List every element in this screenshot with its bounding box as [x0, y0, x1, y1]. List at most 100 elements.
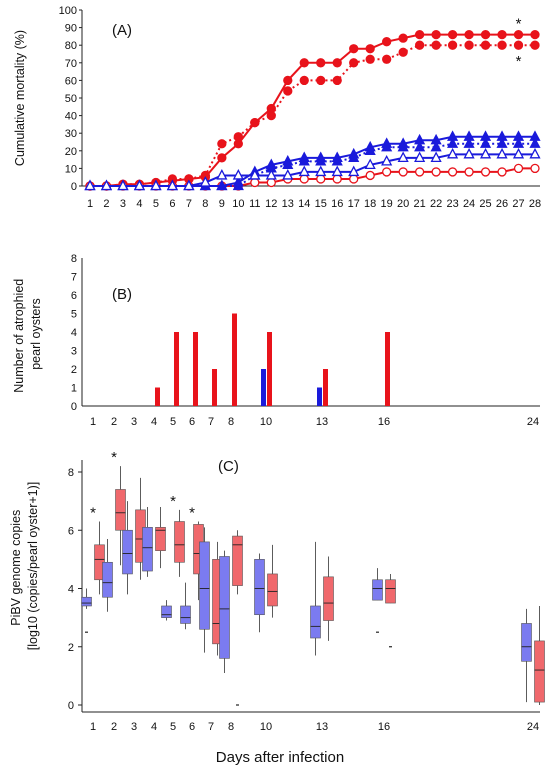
b-bar — [317, 387, 322, 406]
b-y-tick-label: 1 — [71, 383, 77, 395]
a-data-point — [479, 137, 492, 148]
a-data-point — [315, 154, 327, 166]
c-box-blue — [372, 579, 383, 601]
a-data-point — [364, 158, 376, 170]
a-y-tick-label: 40 — [65, 111, 77, 123]
a-data-point — [529, 147, 541, 159]
c-y-axis-label-line2: [log10 (copies/pearl oyster+1)] — [26, 482, 40, 651]
a-data-point — [530, 29, 540, 40]
a-x-tick-label: 7 — [186, 198, 192, 210]
panel-b-label: (B) — [112, 286, 132, 303]
c-x-tick-label: 2 — [111, 721, 117, 733]
a-x-tick-label: 25 — [479, 198, 491, 210]
a-data-point — [479, 147, 492, 159]
a-data-point — [365, 44, 375, 54]
b-y-tick-label: 8 — [71, 253, 77, 265]
c-y-tick-labels: 0 2 4 6 8 — [68, 467, 74, 712]
c-box-group-day-10 — [254, 544, 278, 633]
c-y-tick-label: 2 — [68, 642, 74, 654]
a-data-point — [430, 140, 442, 152]
b-x-tick-label: 2 — [111, 416, 117, 428]
a-data-point — [414, 40, 425, 50]
c-x-tick-label: 1 — [90, 721, 96, 733]
c-significance-star: * — [90, 505, 96, 522]
a-data-point — [331, 154, 343, 166]
a-y-axis-label: Cumulative mortality (%) — [13, 30, 27, 166]
c-x-tick-label: 10 — [260, 721, 272, 733]
a-y-tick-labels: 0 10 20 30 40 50 60 70 80 90 100 — [59, 5, 77, 193]
c-significance-star: * — [170, 493, 176, 510]
a-y-tick-label: 0 — [71, 181, 77, 193]
c-y-axis-label: PiBV genome copies [log10 (copies/pearl … — [9, 482, 40, 651]
a-data-point — [150, 179, 162, 191]
a-data-point — [348, 165, 360, 177]
a-data-point — [133, 179, 146, 191]
a-data-point — [463, 137, 475, 148]
b-x-tick-label: 3 — [131, 416, 137, 428]
a-data-point — [414, 151, 426, 162]
a-data-point — [315, 165, 327, 177]
a-data-point — [282, 169, 294, 180]
a-data-point — [497, 40, 507, 50]
a-data-point — [382, 167, 392, 177]
a-data-point — [447, 137, 459, 148]
a-data-point — [183, 179, 195, 191]
c-box-red — [155, 527, 166, 551]
b-x-tick-label: 4 — [151, 416, 157, 428]
a-x-tick-label: 21 — [414, 198, 426, 210]
b-x-tick-label: 13 — [316, 416, 328, 428]
a-data-point — [382, 54, 392, 64]
b-x-tick-label: 7 — [208, 416, 214, 428]
a-significance-star-bottom: * — [516, 53, 522, 70]
a-data-point — [431, 40, 441, 50]
c-y-tick-label: 0 — [68, 700, 74, 712]
a-data-point — [431, 167, 441, 177]
a-data-point — [332, 174, 342, 184]
a-data-point — [250, 117, 260, 128]
b-x-tick-labels: 1 2 3 4 5 6 7 8 10 13 16 24 — [90, 416, 539, 428]
panel-c-label: (C) — [218, 458, 239, 475]
a-data-point — [398, 33, 408, 43]
a-data-point — [216, 169, 228, 180]
b-y-axis-label-line1: Number of atrophied — [12, 279, 26, 393]
a-data-point — [365, 54, 375, 64]
a-data-point — [232, 169, 244, 180]
c-x-tick-label: 7 — [208, 721, 214, 733]
a-data-point — [233, 132, 243, 142]
c-box-blue — [161, 605, 172, 618]
a-data-point — [84, 179, 96, 191]
a-data-point — [513, 40, 524, 50]
b-bars-group — [155, 313, 390, 406]
a-data-point — [216, 179, 228, 191]
c-box-group-day-7 — [199, 527, 223, 656]
c-x-tick-label: 13 — [316, 721, 328, 733]
a-significance-star-top: * — [516, 16, 522, 33]
a-data-point — [348, 151, 360, 162]
a-x-tick-label: 26 — [496, 198, 508, 210]
a-data-point — [513, 29, 524, 40]
c-box-blue — [180, 605, 191, 624]
a-data-point — [381, 140, 393, 152]
b-bar — [261, 369, 266, 406]
c-box-blue — [199, 541, 210, 630]
c-box-red — [267, 573, 278, 607]
a-data-point — [414, 167, 425, 177]
a-y-tick-label: 50 — [65, 93, 77, 105]
c-x-tick-label: 8 — [228, 721, 234, 733]
a-data-point — [530, 163, 540, 174]
a-data-point — [497, 29, 507, 40]
c-x-tick-label: 4 — [151, 721, 157, 733]
b-bar — [385, 332, 390, 406]
atrophied-bar-chart: 0 1 2 3 4 5 6 7 8 1 2 3 4 5 6 7 8 10 13 16 24 (B) Number of… — [12, 253, 540, 428]
a-y-tick-label: 60 — [65, 75, 77, 87]
c-box-blue — [122, 529, 133, 575]
a-data-point — [299, 75, 309, 86]
a-data-point — [529, 137, 541, 148]
a-data-point — [447, 29, 458, 40]
b-y-tick-label: 7 — [71, 272, 77, 284]
a-x-tick-label: 1 — [87, 198, 93, 210]
x-axis-title: Days after infection — [216, 749, 344, 766]
b-y-tick-label: 5 — [71, 309, 77, 321]
